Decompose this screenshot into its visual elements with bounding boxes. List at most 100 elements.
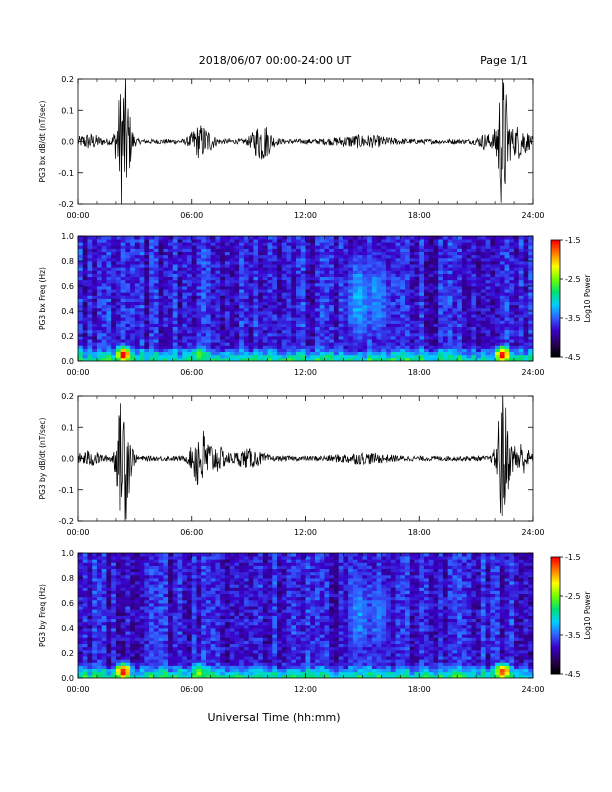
spectrogram-cell xyxy=(357,336,363,340)
spectrogram-cell xyxy=(300,242,306,246)
spectrogram-cell xyxy=(158,264,164,268)
spectrogram-cell xyxy=(343,342,349,346)
spectrogram-cell xyxy=(386,267,392,271)
spectrogram-cell xyxy=(362,276,368,281)
colorbar-step xyxy=(551,243,560,247)
spectrogram-cell xyxy=(381,339,387,343)
spectrogram-cell xyxy=(158,656,164,660)
spectrogram-cell xyxy=(205,248,212,253)
spectrogram-cell xyxy=(130,603,136,607)
spectrogram-cell xyxy=(168,581,174,585)
spectrogram-cell xyxy=(239,239,245,243)
spectrogram-cell xyxy=(291,267,297,271)
spectrogram-cell xyxy=(324,345,330,349)
spectrogram-cell xyxy=(376,320,382,324)
spectrogram-cell xyxy=(319,289,325,293)
spectrogram-cell xyxy=(130,578,136,582)
spectrogram-cell xyxy=(495,336,501,340)
spectrogram-cell xyxy=(92,304,98,309)
spectrogram-cell xyxy=(115,599,122,604)
spectrogram-cell xyxy=(172,553,178,557)
spectrogram-cell xyxy=(92,267,98,271)
colorbar-tick-label: -3.5 xyxy=(565,314,581,323)
spectrogram-cell xyxy=(495,298,501,303)
spectrogram-cell xyxy=(314,245,321,249)
spectrogram-cell xyxy=(438,329,444,334)
spectrogram-cell xyxy=(134,606,141,610)
spectrogram-cell xyxy=(395,351,401,356)
spectrogram-cell xyxy=(329,279,335,284)
spectrogram-cell xyxy=(277,317,283,321)
spectrogram-cell xyxy=(163,342,169,346)
spectrogram-cell xyxy=(253,276,259,281)
spectrogram-cell xyxy=(134,631,141,635)
spectrogram-cell xyxy=(348,286,354,290)
spectrogram-cell xyxy=(409,261,415,265)
colorbar-step xyxy=(551,323,560,327)
waveform-panel-3: 00:00 06:00 12:00 18:00 24:000.20.10.0-0.1-0… xyxy=(38,392,545,537)
spectrogram-cell xyxy=(96,559,103,563)
spectrogram-cell xyxy=(234,254,240,259)
spectrogram-cell xyxy=(348,301,354,306)
spectrogram-cell xyxy=(158,587,164,591)
spectrogram-cell xyxy=(220,332,226,337)
spectrogram-cell xyxy=(419,336,425,340)
spectrogram-cell xyxy=(172,562,178,566)
spectrogram-cell xyxy=(168,298,174,303)
spectrogram-cell xyxy=(480,307,486,312)
spectrogram-cell xyxy=(286,282,292,287)
spectrogram-cell xyxy=(111,254,117,259)
spectrogram-cell xyxy=(153,264,159,268)
spectrogram-cell xyxy=(381,257,387,262)
spectrogram-cell xyxy=(457,332,463,337)
spectrogram-cell xyxy=(177,276,183,281)
spectrogram-cell xyxy=(509,351,515,356)
spectrogram-cell xyxy=(115,336,122,340)
spectrogram-cell xyxy=(428,292,434,296)
spectrogram-cell xyxy=(305,314,311,318)
spectrogram-cell xyxy=(286,292,292,296)
spectrogram-cell xyxy=(134,245,141,249)
spectrogram-cell xyxy=(428,279,434,284)
spectrogram-cell xyxy=(461,261,468,265)
spectrogram-cell xyxy=(78,254,84,259)
spectrogram-cell xyxy=(258,270,264,274)
spectrogram-cell xyxy=(92,329,98,334)
spectrogram-cell xyxy=(419,314,425,318)
spectrogram-cell xyxy=(480,317,486,321)
spectrogram-cell xyxy=(381,307,387,312)
spectrogram-cell xyxy=(490,276,496,281)
spectrogram-cell xyxy=(348,264,354,268)
spectrogram-cell xyxy=(405,261,411,265)
spectrogram-cell xyxy=(158,239,164,243)
spectrogram-cell xyxy=(466,317,472,321)
colorbar-step xyxy=(551,304,560,307)
spectrogram-cell xyxy=(120,289,126,293)
spectrogram-cell xyxy=(314,351,321,356)
spectrogram-cell xyxy=(182,286,188,290)
spectrogram-cell xyxy=(177,301,183,306)
spectrogram-cell xyxy=(471,332,477,337)
spectrogram-cell xyxy=(343,257,349,262)
spectrogram-cell xyxy=(414,289,420,293)
spectrogram-cell xyxy=(523,307,529,312)
spectrogram-cell xyxy=(381,345,387,349)
spectrogram-cell xyxy=(144,301,150,306)
spectrogram-cell xyxy=(234,286,240,290)
spectrogram-cell xyxy=(92,357,98,361)
spectrogram-cell xyxy=(386,301,392,306)
spectrogram-cell xyxy=(125,624,131,629)
spectrogram-cell xyxy=(92,599,98,604)
spectrogram-cell xyxy=(87,279,93,284)
spectrogram-cell xyxy=(177,267,183,271)
spectrogram-cell xyxy=(291,254,297,259)
spectrogram-cell xyxy=(319,320,325,324)
spectrogram-cell xyxy=(272,239,278,243)
spectrogram-cell xyxy=(115,242,122,246)
spectrogram-cell xyxy=(338,236,344,240)
spectrogram-cell xyxy=(82,351,88,356)
spectrogram-cell xyxy=(480,336,486,340)
spectrogram-cell xyxy=(134,339,141,343)
spectrogram-cell xyxy=(158,584,164,588)
spectrogram-cell xyxy=(87,562,93,566)
